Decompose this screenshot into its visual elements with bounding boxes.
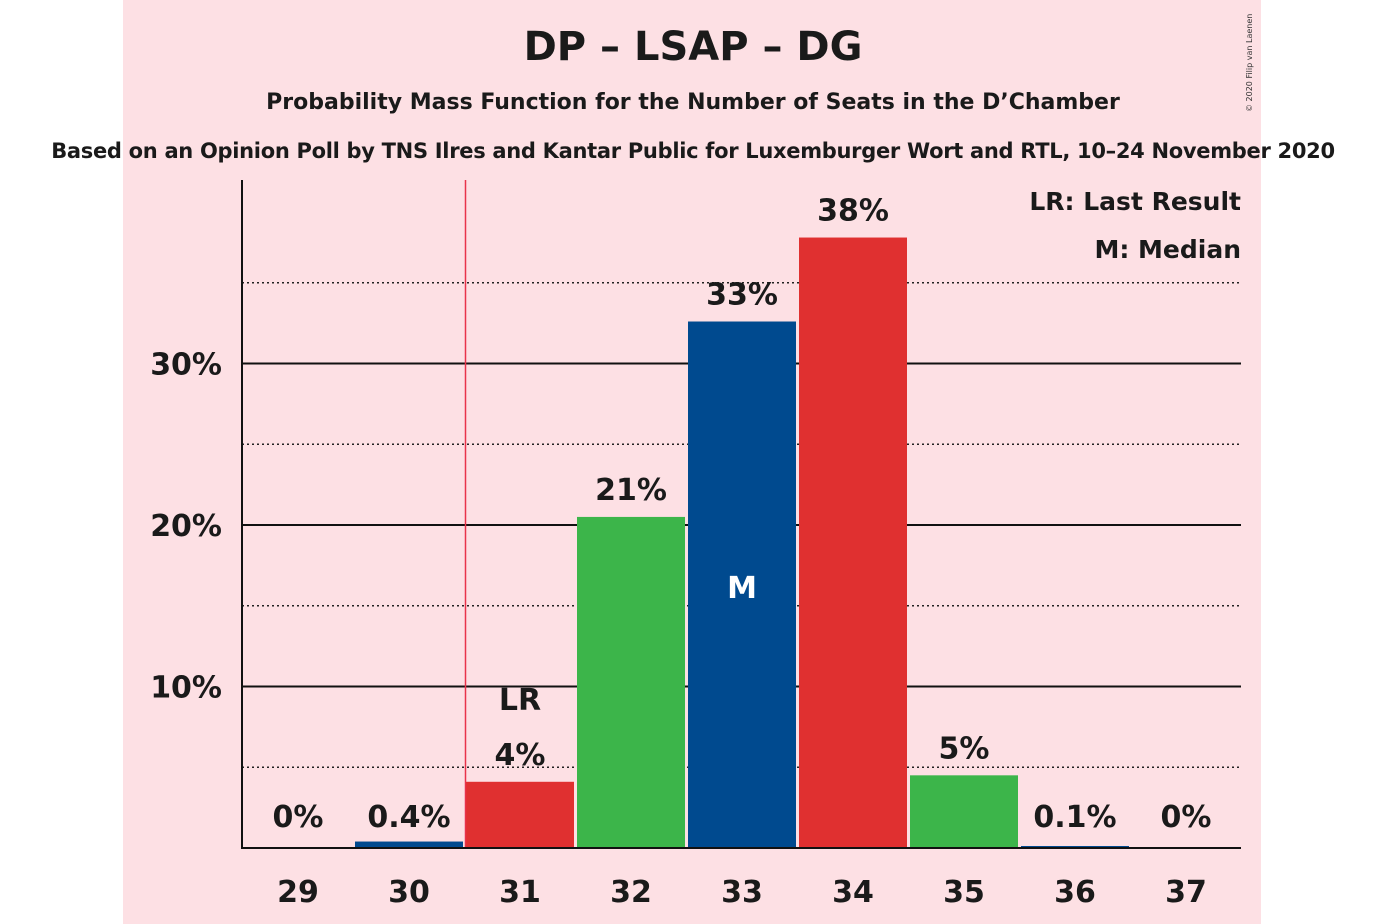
data-label-32: 21% <box>595 473 667 508</box>
y-tick-label: 20% <box>150 509 222 544</box>
data-labels: 0% 0.4% 4% 21% 33% 38% 5% 0.1% 0% LR M <box>273 194 1212 835</box>
bar-31 <box>466 781 574 848</box>
x-tick-label: 30 <box>388 875 430 910</box>
legend-median: M: Median <box>1094 235 1241 264</box>
last-result-marker: LR <box>499 683 541 718</box>
data-label-36: 0.1% <box>1033 800 1116 835</box>
bar-32 <box>577 516 685 848</box>
x-tick-label: 37 <box>1165 875 1207 910</box>
x-tick-label: 34 <box>832 875 874 910</box>
x-tick-label: 35 <box>943 875 985 910</box>
data-label-30: 0.4% <box>367 800 450 835</box>
legend-last-result: LR: Last Result <box>1029 187 1241 216</box>
data-label-37: 0% <box>1161 800 1212 835</box>
data-label-29: 0% <box>273 800 324 835</box>
bar-33 <box>688 321 796 848</box>
chart-source: Based on an Opinion Poll by TNS Ilres an… <box>51 139 1335 163</box>
chart-subtitle: Probability Mass Function for the Number… <box>266 90 1120 115</box>
x-tick-label: 32 <box>610 875 652 910</box>
bar-30 <box>355 841 463 848</box>
y-tick-label: 30% <box>150 348 222 383</box>
median-marker: M <box>727 571 757 606</box>
bar-35 <box>910 775 1018 848</box>
x-tick-label: 33 <box>721 875 763 910</box>
y-tick-label: 10% <box>150 671 222 706</box>
bars <box>355 237 1129 848</box>
data-label-34: 38% <box>817 194 889 229</box>
chart-title: DP – LSAP – DG <box>523 24 863 70</box>
x-tick-label: 36 <box>1054 875 1096 910</box>
x-tick-label: 29 <box>277 875 319 910</box>
bar-34 <box>799 237 907 848</box>
data-label-35: 5% <box>939 731 990 766</box>
data-label-31: 4% <box>495 738 546 773</box>
x-tick-label: 31 <box>499 875 541 910</box>
data-label-33: 33% <box>706 278 778 313</box>
axes: 10% 20% 30% 29 30 31 32 33 34 35 36 37 <box>150 180 1241 910</box>
